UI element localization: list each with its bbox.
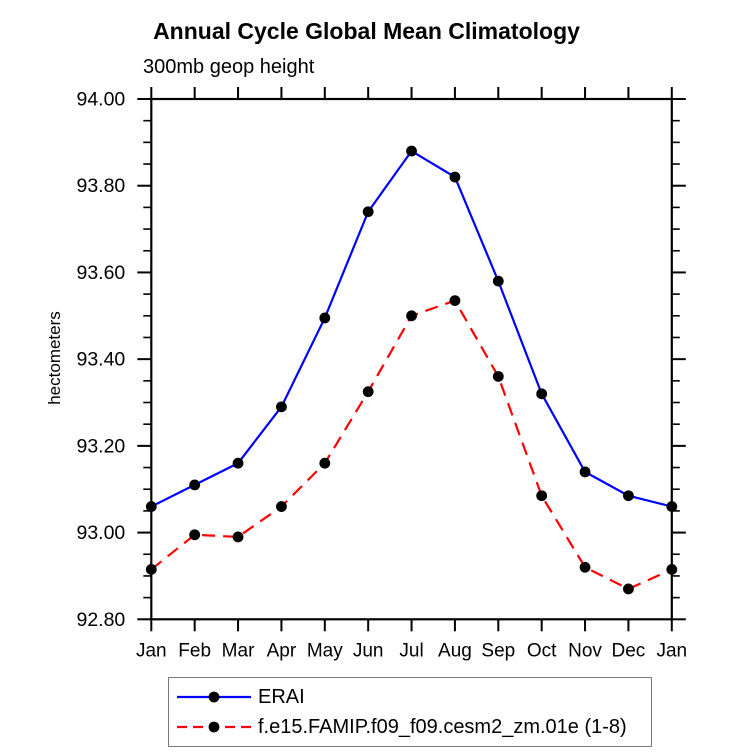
y-tick-label: 93.40 [76,349,125,371]
legend-label-model: f.e15.FAMIP.f09_f09.cesm2_zm.01e (1-8) [258,715,627,738]
x-tick-label: Jul [399,640,423,661]
data-point-marker [623,490,634,502]
y-tick-label: 93.00 [76,522,125,544]
y-tick-label: 93.60 [76,262,125,284]
data-point-marker [666,501,678,512]
data-point-marker [406,310,417,322]
data-point-marker [362,206,374,218]
data-point-marker [536,490,548,502]
x-tick-label: May [307,640,343,661]
data-point-marker [536,388,548,400]
data-point-marker [492,275,504,287]
chart-subtitle: 300mb geop height [143,56,315,78]
legend-item-model: f.e15.FAMIP.f09_f09.cesm2_zm.01e (1-8) [176,713,651,741]
data-point-marker [276,401,287,413]
data-point-marker [232,457,244,469]
legend-sample-marker [208,691,220,703]
x-tick-label: Apr [267,640,297,661]
data-point-marker [579,466,591,478]
data-point-marker [276,501,287,512]
plot-area: Jan Feb Mar Apr May Jun Jul Aug Sep Oct Nov Dec Jan 9… [76,87,687,661]
x-tick-label: Jun [353,640,384,661]
data-point-marker [232,531,244,543]
x-tick-label: Jan [656,640,687,661]
data-point-marker [666,564,678,575]
data-point-marker [449,295,461,307]
data-point-marker [189,479,201,491]
data-point-marker [189,529,201,541]
series-line-1 [150,299,673,591]
series-line-0 [150,149,673,508]
y-tick-label: 93.20 [76,435,125,457]
y-tick-label: 93.80 [76,175,125,197]
y-tick-label: 92.80 [76,609,125,631]
x-tick-label: Oct [527,640,557,661]
data-point-marker [145,501,157,512]
data-point-marker [449,171,461,183]
x-tick-label: Feb [178,640,211,661]
x-tick-label: Nov [568,640,602,661]
data-point-marker [319,312,331,324]
x-tick-label: Dec [612,640,646,661]
legend: ERAI f.e15.FAMIP.f09_f09.cesm2_zm.01e (1… [168,677,652,747]
legend-item-erai: ERAI [176,683,651,711]
legend-line-sample-solid [177,691,251,703]
data-point-marker [362,386,374,398]
data-point-marker [145,564,157,575]
plot-frame [150,97,673,621]
legend-label-erai: ERAI [258,685,305,708]
x-tick-label: Aug [438,640,472,661]
data-point-marker [623,583,634,595]
x-tick-label: Jan [136,640,167,661]
data-point-marker [492,371,504,382]
legend-line-sample-dashed [177,721,251,733]
legend-sample-marker [208,721,220,733]
data-point-marker [406,145,417,157]
data-point-marker [579,561,591,573]
chart-title: Annual Cycle Global Mean Climatology [153,18,580,44]
y-tick-label: 94.00 [76,89,125,111]
data-point-marker [319,457,331,469]
x-tick-label: Mar [222,640,255,661]
x-tick-label: Sep [481,640,515,661]
